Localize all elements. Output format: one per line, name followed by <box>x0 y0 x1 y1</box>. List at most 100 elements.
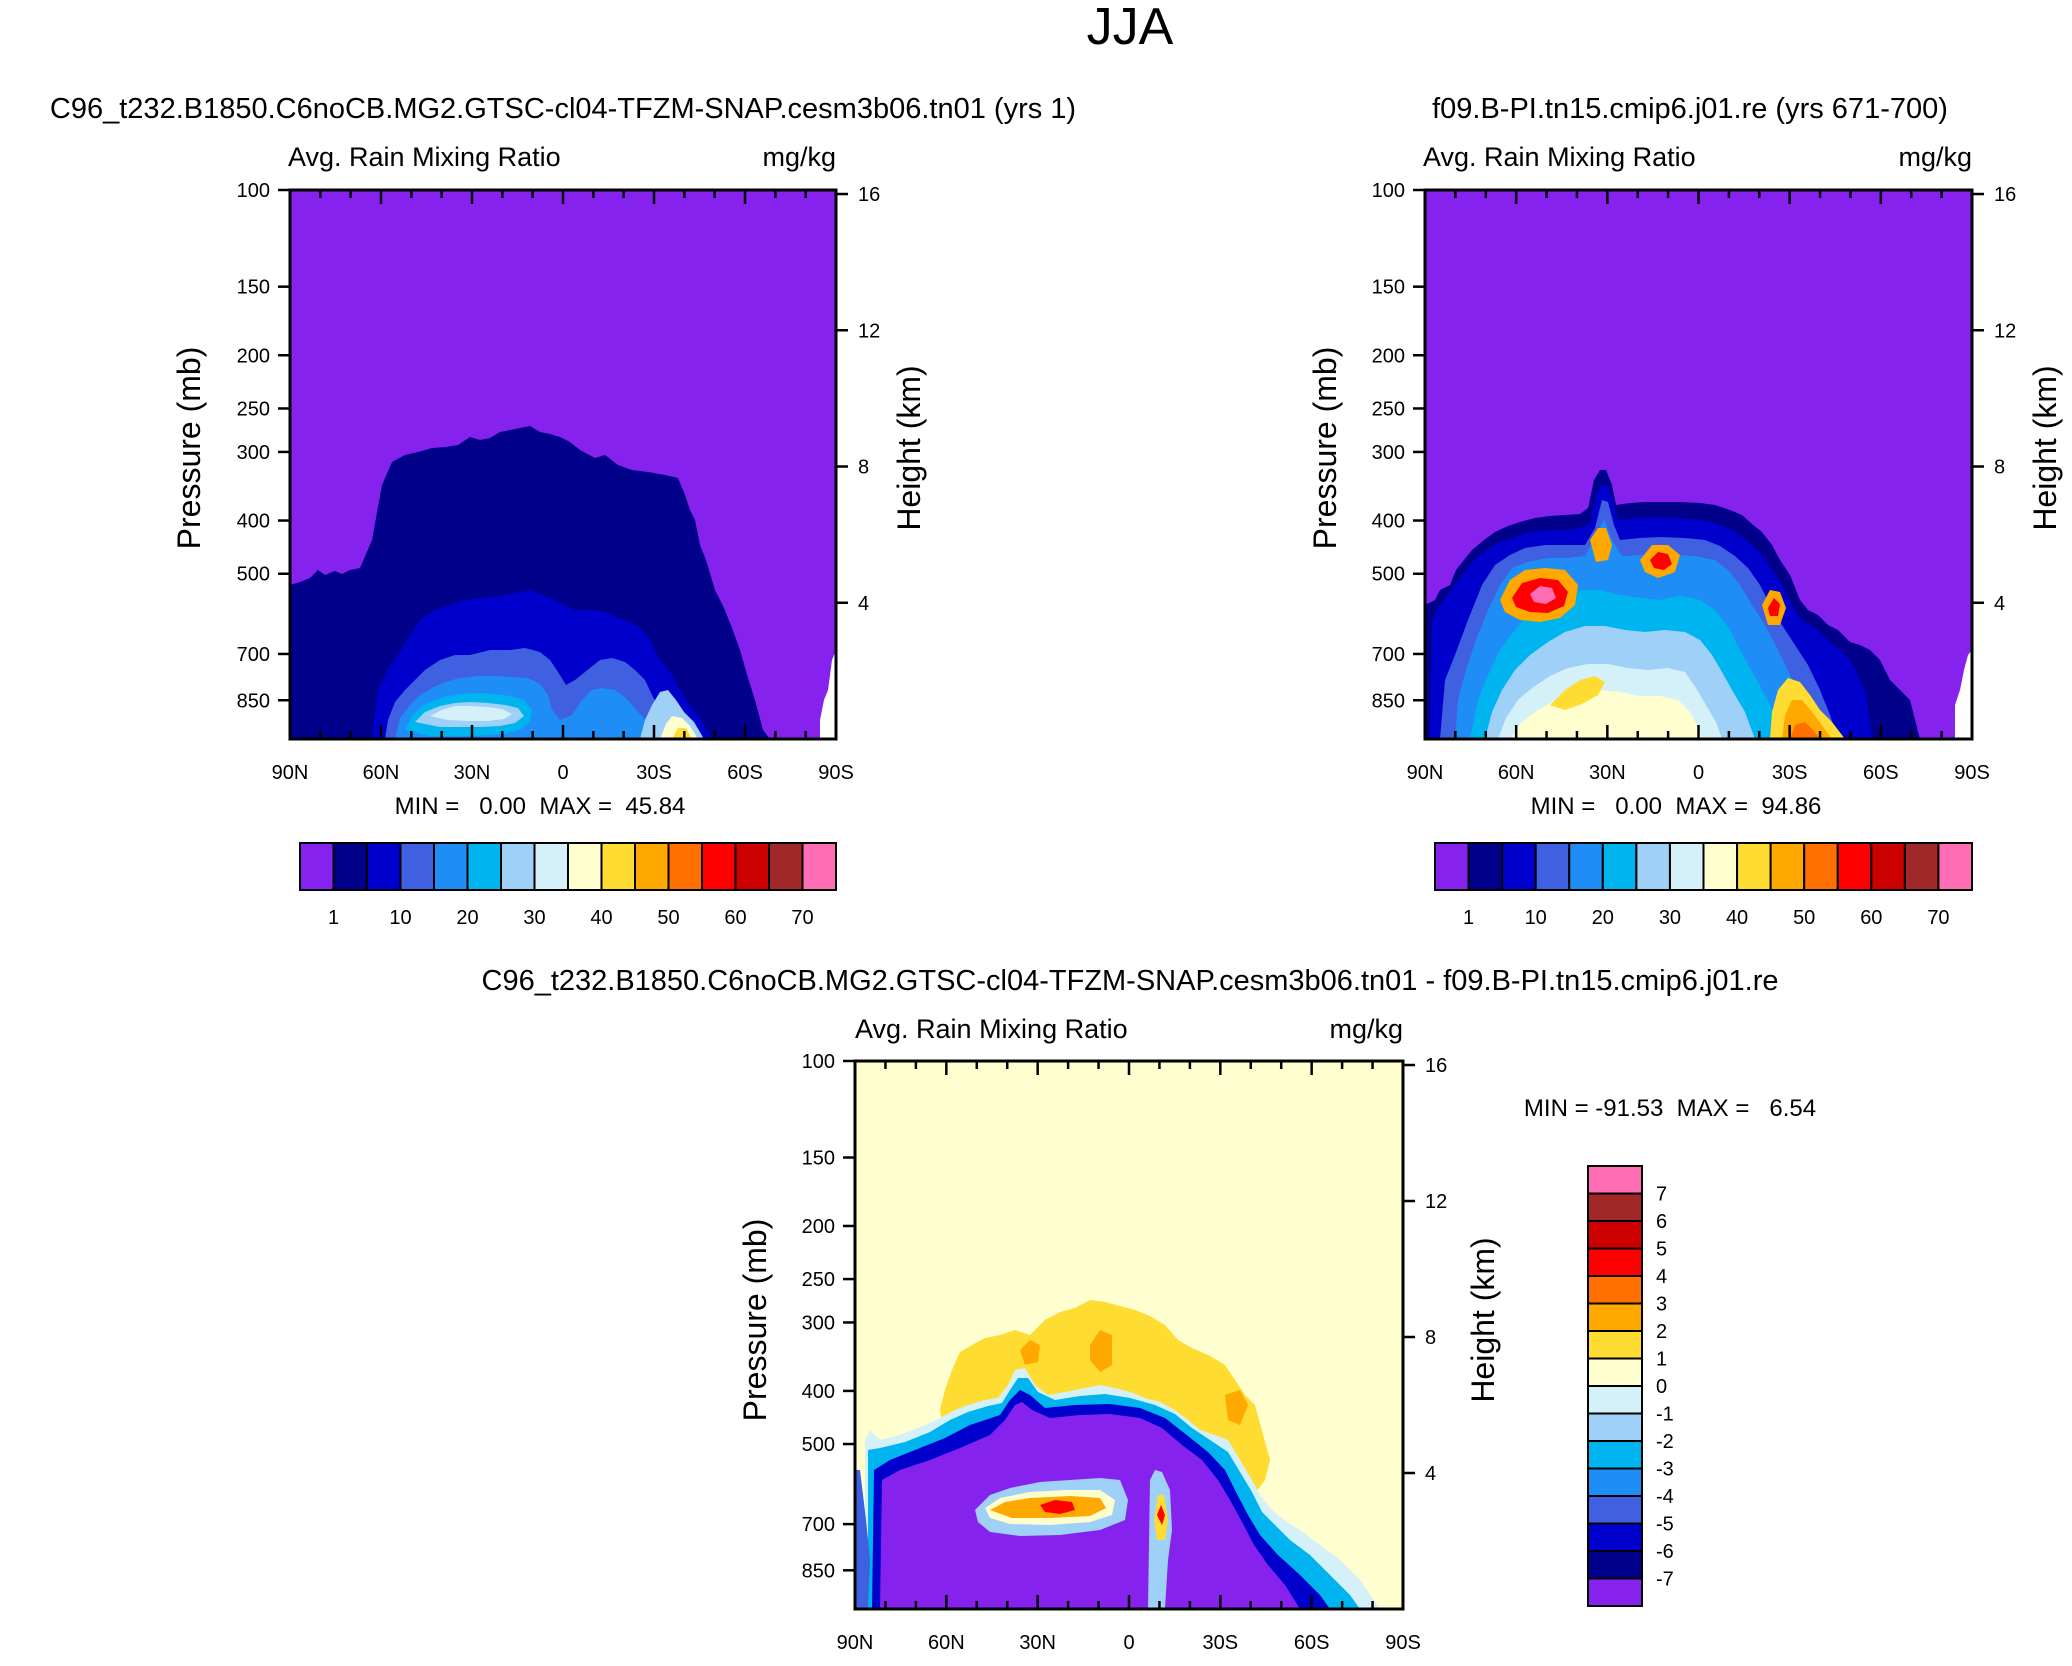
contour-pos-4 <box>1225 1390 1248 1425</box>
p-tick-label: 150 <box>1372 277 1405 299</box>
colorbar-label: 40 <box>1726 907 1748 929</box>
height-tick-labels: 16 12 8 4 <box>1994 184 2016 615</box>
y-axis-label: Pressure (mb) <box>171 347 207 550</box>
p-tick-label: 250 <box>237 398 270 420</box>
colorbar-box <box>1587 1192 1643 1222</box>
x-tick-label: 90S <box>1954 762 1990 784</box>
height-tick-labels: 16 12 8 4 <box>1425 1055 1447 1485</box>
contour-max-right-2 <box>1768 598 1780 616</box>
colorbar-box <box>1587 1522 1643 1552</box>
stats-label: MIN = -91.53 MAX = 6.54 <box>1524 1095 1816 1122</box>
panel-title: C96_t232.B1850.C6noCB.MG2.GTSC-cl04-TFZM… <box>482 965 1779 997</box>
contour-neg-edge <box>855 1470 870 1609</box>
x-tick-label: 0 <box>1123 1632 1134 1654</box>
mask-lowest-levels <box>820 650 836 739</box>
stats-label: MIN = 0.00 MAX = 45.84 <box>395 793 686 820</box>
colorbar-label: 50 <box>1793 907 1815 929</box>
colorbar-box <box>1803 842 1839 891</box>
z-tick-label: 16 <box>1994 184 2016 206</box>
colorbar-label: 1 <box>1463 907 1474 929</box>
x-tick-label: 60N <box>363 762 400 784</box>
colorbar-box <box>1587 1467 1643 1497</box>
panel-model-2: f09.B-PI.tn15.cmip6.j01.re (yrs 671-700)… <box>1307 93 2063 929</box>
z-tick-label: 8 <box>1994 457 2005 479</box>
p-tick-label: 400 <box>237 511 270 533</box>
x-tick-label: 90S <box>1385 1632 1421 1654</box>
p-tick-label: 500 <box>1372 564 1405 586</box>
p-tick-label: 700 <box>1372 644 1405 666</box>
x-tick-label: 60N <box>1498 762 1535 784</box>
contour-pos-2 <box>1020 1340 1040 1365</box>
colorbar-label: 50 <box>657 907 679 929</box>
p-tick-label: 400 <box>802 1381 835 1403</box>
p-tick-label: 200 <box>1372 345 1405 367</box>
z-tick-label: 16 <box>1425 1055 1447 1077</box>
colorbar-box <box>1434 842 1470 891</box>
colorbar-labels: 1 10 20 30 40 50 60 70 <box>328 907 814 929</box>
colorbar-box <box>1587 1385 1643 1415</box>
panel-title: C96_t232.B1850.C6noCB.MG2.GTSC-cl04-TFZM… <box>50 93 1076 125</box>
colorbar-box <box>1587 1357 1643 1387</box>
colorbar-label: 30 <box>523 907 545 929</box>
panel-model-1: C96_t232.B1850.C6noCB.MG2.GTSC-cl04-TFZM… <box>50 93 1076 929</box>
colorbar-label: 70 <box>791 907 813 929</box>
colorbar-label: 70 <box>1927 907 1949 929</box>
colorbar-box <box>1587 1440 1643 1470</box>
units-label: mg/kg <box>1898 142 1972 172</box>
p-tick-label: 700 <box>802 1514 835 1536</box>
colorbar-box <box>1836 842 1873 891</box>
x-tick-label: 30S <box>1772 762 1808 784</box>
p-tick-label: 400 <box>1372 511 1405 533</box>
tick-marks <box>1413 188 1984 739</box>
colorbar-label: 10 <box>389 907 411 929</box>
p-tick-label: 100 <box>1372 180 1405 202</box>
colorbar-label: 60 <box>724 907 746 929</box>
x-tick-label: 90S <box>818 762 854 784</box>
p-tick-label: 850 <box>802 1560 835 1582</box>
colorbar-box <box>567 842 603 891</box>
colorbar-box <box>1467 842 1504 891</box>
z-tick-label: 4 <box>1994 593 2005 615</box>
x-tick-label: 30N <box>454 762 491 784</box>
contour-level-40 <box>672 728 692 739</box>
colorbar-box <box>768 842 804 891</box>
colorbar-label: 40 <box>590 907 612 929</box>
contour-column-right-3 <box>1157 1505 1165 1525</box>
colorbar-box <box>1937 842 1973 891</box>
contour-level-50 <box>1790 722 1820 739</box>
z-tick-label: 4 <box>1425 1463 1436 1485</box>
p-tick-label: 200 <box>237 345 270 367</box>
colorbar-box <box>299 842 335 891</box>
colorbar-labels: 1 10 20 30 40 50 60 70 <box>1463 907 1950 929</box>
colorbar-box <box>1601 842 1638 891</box>
colorbar-box <box>701 842 737 891</box>
p-tick-label: 850 <box>237 690 270 712</box>
height-tick-labels: 16 12 8 4 <box>858 184 880 615</box>
left-string: Avg. Rain Mixing Ratio <box>1423 142 1696 172</box>
p-tick-label: 100 <box>802 1051 835 1073</box>
mask-lowest-levels <box>1955 650 1972 739</box>
contour-band-lower-4 <box>1040 1500 1075 1514</box>
z-tick-label: 12 <box>1425 1191 1447 1213</box>
colorbar-box <box>433 842 469 891</box>
p-tick-label: 300 <box>1372 442 1405 464</box>
colorbar-box <box>667 842 703 891</box>
x-tick-label: 30N <box>1019 1632 1056 1654</box>
colorbar-label: -2 <box>1656 1431 1674 1453</box>
p-tick-label: 500 <box>802 1434 835 1456</box>
colorbar-box <box>1587 1165 1643 1195</box>
x-tick-label: 60S <box>1294 1632 1330 1654</box>
colorbar-label: -6 <box>1656 1541 1674 1563</box>
units-label: mg/kg <box>1329 1014 1403 1044</box>
x-tick-labels: 90N 60N 30N 0 30S 60S 90S <box>272 762 854 784</box>
colorbar-box <box>1702 842 1739 891</box>
panel-title: f09.B-PI.tn15.cmip6.j01.re (yrs 671-700) <box>1432 93 1948 125</box>
p-tick-label: 700 <box>237 644 270 666</box>
colorbar-label: -3 <box>1656 1459 1674 1481</box>
colorbar-box <box>600 842 636 891</box>
colorbar-box <box>1534 842 1571 891</box>
z-tick-label: 4 <box>858 593 869 615</box>
colorbar-box <box>366 842 402 891</box>
panel-difference: C96_t232.B1850.C6noCB.MG2.GTSC-cl04-TFZM… <box>482 965 1817 1654</box>
colorbar-box <box>332 842 368 891</box>
